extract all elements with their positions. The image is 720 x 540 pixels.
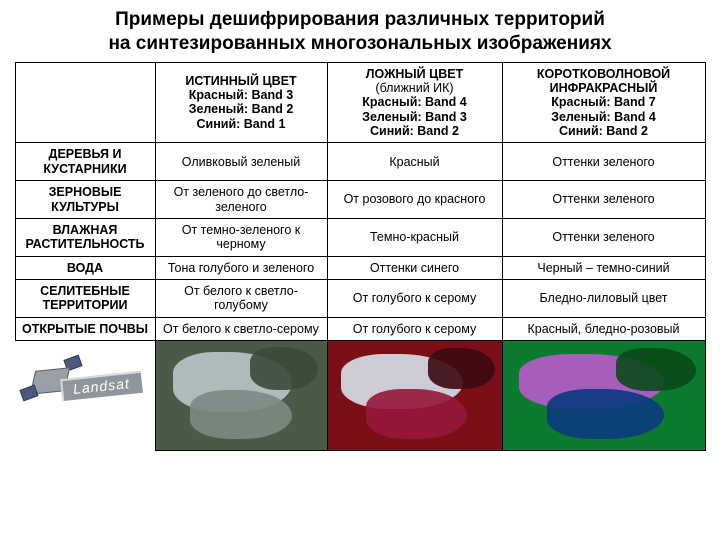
header-falsecolor-sub: (ближний ИК) [331,81,499,95]
cell: Тона голубого и зеленого [155,256,327,279]
header-truecolor-title: ИСТИННЫЙ ЦВЕТ [185,74,296,88]
cell: Бледно-лиловый цвет [502,280,705,318]
header-falsecolor: ЛОЖНЫЙ ЦВЕТ (ближний ИК) Красный: Band 4… [327,62,502,143]
header-truecolor-bands: Красный: Band 3Зеленый: Band 2Синий: Ban… [159,88,324,131]
cell: От голубого к серому [327,317,502,340]
thumb-falsecolor [327,341,502,451]
row-label: ДЕРЕВЬЯ И КУСТАРНИКИ [15,143,155,181]
table-row: ЗЕРНОВЫЕ КУЛЬТУРЫОт зеленого до светло-з… [15,181,705,219]
cell: От зеленого до светло-зеленого [155,181,327,219]
cell: От розового до красного [327,181,502,219]
image-row: Landsat [15,341,705,451]
row-label: ОТКРЫТЫЕ ПОЧВЫ [15,317,155,340]
decoding-table: ИСТИННЫЙ ЦВЕТ Красный: Band 3Зеленый: Ba… [15,62,706,452]
title-line-1: Примеры дешифрирования различных террито… [115,9,605,30]
table-row: СЕЛИТЕБНЫЕ ТЕРРИТОРИИОт белого к светло-… [15,280,705,318]
thumb-swir [502,341,705,451]
table-body: ДЕРЕВЬЯ И КУСТАРНИКИОливковый зеленыйКра… [15,143,705,451]
page-title: Примеры дешифрирования различных террито… [0,0,720,62]
row-label: ЗЕРНОВЫЕ КУЛЬТУРЫ [15,181,155,219]
cell: Оливковый зеленый [155,143,327,181]
table-row: ОТКРЫТЫЕ ПОЧВЫОт белого к светло-серомуО… [15,317,705,340]
cell: От темно-зеленого к черному [155,218,327,256]
table-row: ВЛАЖНАЯ РАСТИТЕЛЬНОСТЬОт темно-зеленого … [15,218,705,256]
cell: Красный [327,143,502,181]
cell: Темно-красный [327,218,502,256]
cell: Оттенки зеленого [502,143,705,181]
landsat-cell: Landsat [15,341,155,451]
header-truecolor: ИСТИННЫЙ ЦВЕТ Красный: Band 3Зеленый: Ba… [155,62,327,143]
header-swir: КОРОТКОВОЛНОВОЙ ИНФРАКРАСНЫЙ Красный: Ba… [502,62,705,143]
cell: Черный – темно-синий [502,256,705,279]
cell: От голубого к серому [327,280,502,318]
table-row: ВОДАТона голубого и зеленогоОттенки сине… [15,256,705,279]
cell: От белого к светло-голубому [155,280,327,318]
cell: От белого к светло-серому [155,317,327,340]
title-line-2: на синтезированных многозональных изобра… [108,33,611,54]
cell: Оттенки зеленого [502,218,705,256]
cell: Оттенки зеленого [502,181,705,219]
row-label: СЕЛИТЕБНЫЕ ТЕРРИТОРИИ [15,280,155,318]
row-label: ВЛАЖНАЯ РАСТИТЕЛЬНОСТЬ [15,218,155,256]
header-empty [15,62,155,143]
header-swir-bands: Красный: Band 7Зеленый: Band 4Синий: Ban… [506,95,702,138]
row-label: ВОДА [15,256,155,279]
header-falsecolor-title: ЛОЖНЫЙ ЦВЕТ [366,67,463,81]
cell: Оттенки синего [327,256,502,279]
table-row: ДЕРЕВЬЯ И КУСТАРНИКИОливковый зеленыйКра… [15,143,705,181]
header-falsecolor-bands: Красный: Band 4Зеленый: Band 3Синий: Ban… [331,95,499,138]
header-swir-title: КОРОТКОВОЛНОВОЙ ИНФРАКРАСНЫЙ [537,67,670,95]
thumb-truecolor [155,341,327,451]
cell: Красный, бледно-розовый [502,317,705,340]
